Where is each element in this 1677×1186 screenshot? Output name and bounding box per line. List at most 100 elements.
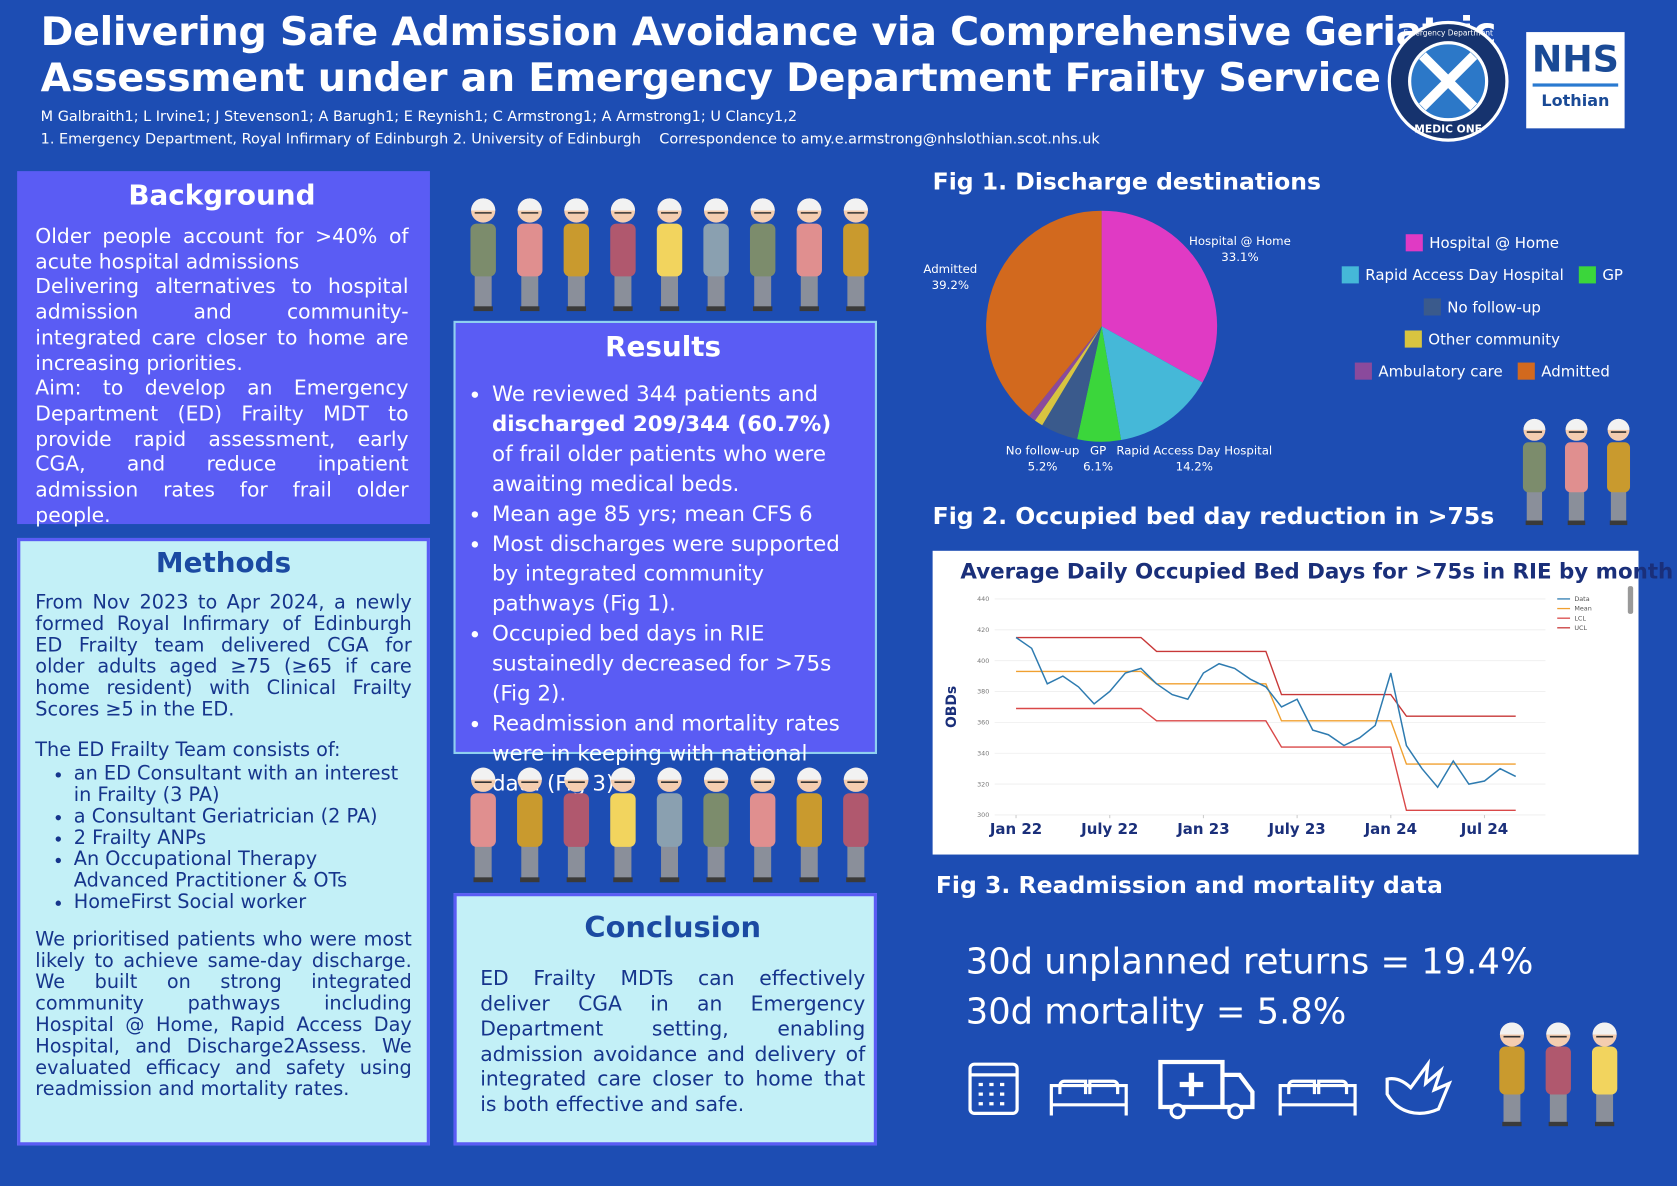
hair bbox=[517, 198, 542, 211]
body bbox=[1545, 1046, 1571, 1095]
slice-label: Rapid Access Day Hospital bbox=[1116, 444, 1272, 458]
paragraph: The ED Frailty Team consists of: bbox=[35, 739, 341, 762]
hair bbox=[610, 767, 636, 780]
elderly-figure bbox=[843, 198, 869, 312]
hair bbox=[1565, 418, 1588, 430]
elderly-figure bbox=[656, 198, 683, 312]
legend-swatch bbox=[1423, 298, 1441, 316]
calendar-icon bbox=[968, 1062, 1019, 1115]
authors: M Galbraith1; L Irvine1; J Stevenson1; A… bbox=[40, 108, 798, 126]
paragraph: From Nov 2023 to Apr 2024, a newly forme… bbox=[35, 591, 412, 721]
bullet: Most discharges were supported by integr… bbox=[492, 528, 858, 618]
background-text: Older people account for >40% of acute h… bbox=[35, 225, 408, 529]
team-list: an ED Consultant with an interest in Fra… bbox=[35, 763, 412, 914]
legend-label: No follow-up bbox=[1447, 298, 1541, 316]
shoes bbox=[1502, 1121, 1522, 1127]
paragraph: Delivering alternatives to hospital admi… bbox=[35, 275, 409, 375]
bold-text: discharged 209/344 (60.7%) bbox=[491, 410, 832, 437]
elderly-figure bbox=[1545, 1022, 1571, 1127]
y-tick-label: 320 bbox=[977, 780, 989, 788]
slice-value: 6.1% bbox=[1083, 460, 1113, 474]
team-member: an ED Consultant with an interest in Fra… bbox=[74, 763, 412, 807]
body bbox=[470, 793, 496, 847]
elderly-figure bbox=[796, 767, 822, 883]
shoes bbox=[846, 306, 866, 312]
hair bbox=[750, 767, 775, 780]
icon-row bbox=[968, 1058, 1453, 1120]
affiliations: 1. Emergency Department, Royal Infirmary… bbox=[41, 130, 1100, 147]
hair bbox=[797, 198, 822, 211]
body bbox=[656, 793, 683, 847]
chart-title: Average Daily Occupied Bed Days for >75s… bbox=[960, 560, 1673, 585]
y-tick-label: 340 bbox=[977, 749, 989, 757]
body bbox=[1564, 442, 1588, 493]
hair bbox=[1523, 418, 1546, 430]
bullet: Occupied bed days in RIE sustainedly dec… bbox=[492, 618, 858, 708]
y-tick-label: 380 bbox=[977, 688, 989, 696]
shoes bbox=[473, 306, 493, 312]
body bbox=[703, 223, 729, 277]
elderly-figure bbox=[843, 767, 869, 883]
elderly-figure bbox=[470, 198, 496, 312]
paragraph: Older people account for >40% of acute h… bbox=[35, 224, 409, 274]
slice-label: GP bbox=[1090, 444, 1106, 458]
elderly-figure bbox=[1564, 418, 1588, 526]
series-line bbox=[1016, 707, 1516, 812]
figure-heading: Fig 1. Discharge destinations bbox=[932, 168, 1322, 196]
bullet: We reviewed 344 patients and discharged … bbox=[492, 379, 858, 499]
y-axis-label: OBDs bbox=[944, 686, 960, 728]
body bbox=[843, 223, 869, 277]
pie-slice bbox=[1034, 326, 1102, 426]
chart-panel bbox=[932, 550, 1639, 855]
hair bbox=[750, 198, 775, 211]
fig3-stats: 30d unplanned returns = 19.4% 30d mortal… bbox=[966, 936, 1534, 1037]
methods-box: Methods From Nov 2023 to Apr 2024, a new… bbox=[17, 537, 430, 1146]
x-tick-label: Jan 22 bbox=[989, 820, 1042, 838]
people-illustration bbox=[470, 767, 869, 883]
elderly-figure bbox=[563, 198, 590, 312]
shoes bbox=[752, 306, 773, 312]
y-tick-label: 300 bbox=[977, 811, 989, 819]
elderly-figure bbox=[749, 767, 776, 883]
stat-line: 30d unplanned returns = 19.4% bbox=[965, 940, 1534, 982]
nhs-wave bbox=[1532, 83, 1619, 87]
elderly-figure bbox=[610, 198, 636, 312]
methods-text: From Nov 2023 to Apr 2024, a newly forme… bbox=[35, 591, 412, 1101]
legend-label: Hospital @ Home bbox=[1429, 234, 1559, 252]
body bbox=[1499, 1046, 1525, 1095]
medic-one-logo: Emergency Department MEDIC ONE bbox=[1387, 20, 1509, 142]
hair bbox=[610, 198, 636, 211]
elderly-figure bbox=[1522, 418, 1546, 526]
shoes bbox=[1609, 520, 1628, 526]
dove-icon bbox=[1385, 1058, 1453, 1115]
title-line: Delivering Safe Admission Avoidance via … bbox=[40, 8, 1497, 55]
slice-value: 5.2% bbox=[1028, 460, 1058, 474]
figure-heading: Fig 3. Readmission and mortality data bbox=[935, 872, 1443, 900]
hair bbox=[564, 198, 589, 211]
text: We reviewed 344 patients and bbox=[491, 380, 819, 407]
hair bbox=[843, 198, 868, 211]
team-member: a Consultant Geriatrician (2 PA) bbox=[74, 806, 412, 827]
shoes bbox=[1594, 1121, 1615, 1127]
elderly-figure bbox=[656, 767, 683, 883]
team-member: HomeFirst Social worker bbox=[74, 891, 412, 913]
y-tick-label: 360 bbox=[977, 719, 989, 727]
legend-swatch bbox=[1341, 266, 1359, 284]
elderly-figure bbox=[749, 198, 776, 312]
body bbox=[610, 223, 636, 277]
elderly-figure bbox=[1499, 1022, 1525, 1127]
wheel bbox=[1169, 1103, 1186, 1120]
legend-swatch bbox=[1404, 330, 1422, 348]
legend-label: Ambulatory care bbox=[1378, 362, 1502, 380]
scrollbar bbox=[1627, 586, 1634, 614]
results-box: Results We reviewed 344 patients and dis… bbox=[453, 320, 878, 796]
people-illustration bbox=[470, 198, 869, 312]
legend-label: UCL bbox=[1574, 624, 1587, 632]
conclusion-text: ED Frailty MDTs can effectively deliver … bbox=[480, 966, 866, 1117]
legend-label: Other community bbox=[1428, 330, 1560, 348]
legend-label: Data bbox=[1574, 595, 1589, 603]
shoes bbox=[520, 877, 540, 883]
pie-slice bbox=[1029, 326, 1102, 421]
elderly-figure bbox=[517, 198, 543, 312]
